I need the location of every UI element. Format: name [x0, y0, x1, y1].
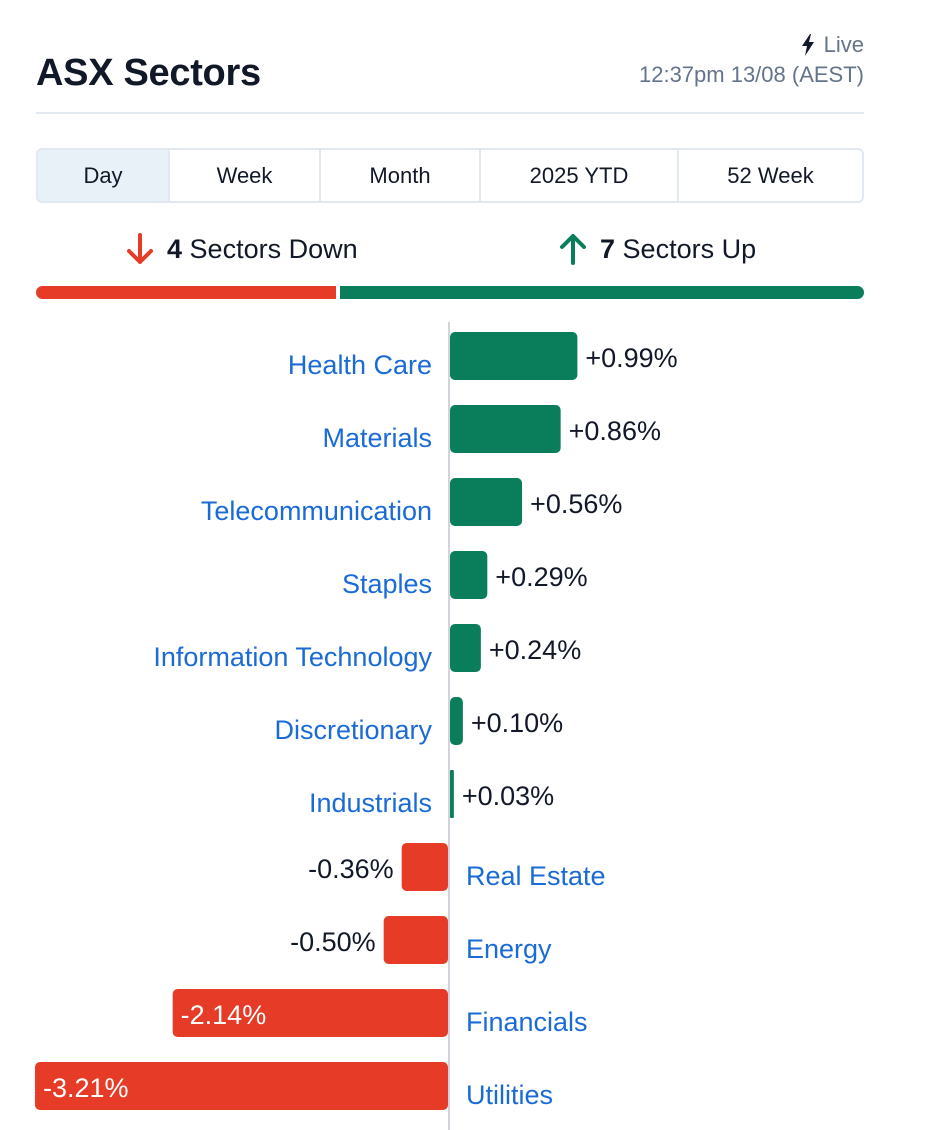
period-tabs: Day Week Month 2025 YTD 52 Week: [36, 148, 864, 203]
page-title: ASX Sectors: [36, 52, 261, 94]
bar-financials: [172, 989, 448, 1037]
tab-week[interactable]: Week: [170, 150, 321, 201]
value-label-utilities: -3.21%: [43, 1073, 129, 1103]
value-label-financials: -2.14%: [181, 1000, 267, 1030]
sectors-down-label: Sectors Down: [189, 233, 358, 264]
bar-health-care: [450, 332, 578, 380]
sector-label-real-estate[interactable]: Real Estate: [466, 861, 606, 891]
live-label: Live: [823, 32, 864, 57]
bar-discretionary: [450, 697, 463, 745]
value-label-information-technology: +0.24%: [489, 635, 581, 665]
sector-label-discretionary[interactable]: Discretionary: [274, 715, 432, 745]
bar-information-technology: [450, 624, 481, 672]
value-label-energy: -0.50%: [290, 927, 376, 957]
sector-label-materials[interactable]: Materials: [322, 423, 432, 453]
sectors-up-summary: 7 Sectors Up: [558, 232, 756, 266]
sector-label-telecommunication[interactable]: Telecommunication: [201, 496, 432, 526]
value-label-materials: +0.86%: [569, 416, 661, 446]
sector-split-bar: [36, 286, 864, 299]
tab-2025-ytd[interactable]: 2025 YTD: [481, 150, 679, 201]
bar-staples: [450, 551, 488, 599]
sector-label-industrials[interactable]: Industrials: [309, 788, 432, 818]
live-indicator: Live: [800, 32, 864, 58]
sector-bar-chart: Health Care +0.99% Materials +0.86% Telecomm…: [35, 322, 678, 1130]
tab-day[interactable]: Day: [38, 150, 170, 201]
lightning-icon: [801, 34, 814, 56]
value-label-real-estate: -0.36%: [308, 854, 394, 884]
bar-industrials: [450, 770, 454, 818]
sector-label-financials[interactable]: Financials: [466, 1007, 588, 1037]
sector-label-energy[interactable]: Energy: [466, 934, 552, 964]
tab-month[interactable]: Month: [321, 150, 481, 201]
sectors-up-label: Sectors Up: [622, 233, 757, 264]
value-label-industrials: +0.03%: [462, 781, 554, 811]
sectors-down-summary: 4 Sectors Down: [125, 232, 358, 266]
value-label-health-care: +0.99%: [585, 343, 677, 373]
tab-52-week[interactable]: 52 Week: [727, 162, 814, 188]
arrow-up-icon: [560, 234, 586, 265]
arrow-down-icon: [127, 233, 153, 264]
value-label-staples: +0.29%: [495, 562, 587, 592]
split-bar-up: [339, 286, 864, 299]
sector-label-health-care[interactable]: Health Care: [288, 350, 432, 380]
sector-label-information-technology[interactable]: Information Technology: [153, 642, 432, 672]
bar-materials: [450, 405, 561, 453]
split-bar-down: [36, 286, 336, 299]
bar-energy: [383, 916, 448, 964]
bar-utilities: [35, 1062, 448, 1110]
header: ASX Sectors Live 12:37pm 13/08 (AEST): [36, 30, 864, 114]
sector-label-staples[interactable]: Staples: [342, 569, 432, 599]
value-label-discretionary: +0.10%: [471, 708, 563, 738]
timestamp: 12:37pm 13/08 (AEST): [638, 62, 864, 87]
bar-telecommunication: [450, 478, 523, 526]
bar-real-estate: [401, 843, 448, 891]
sector-label-utilities[interactable]: Utilities: [466, 1080, 553, 1110]
sectors-up-count: 7: [600, 233, 616, 264]
sectors-down-count: 4: [167, 233, 183, 264]
value-label-telecommunication: +0.56%: [530, 489, 622, 519]
